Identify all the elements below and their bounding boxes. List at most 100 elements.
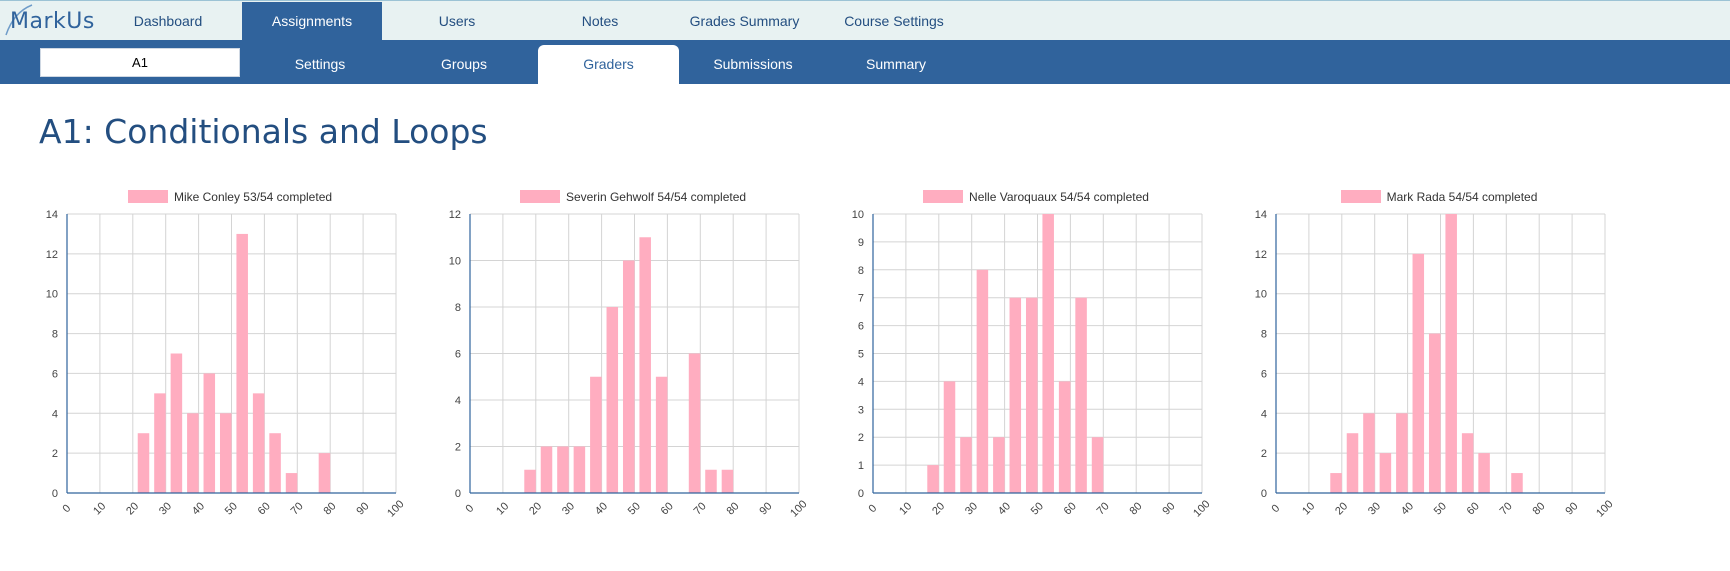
subtab-groups[interactable]: Groups (441, 56, 487, 72)
x-tick-label: 40 (190, 500, 207, 517)
y-tick-label: 10 (852, 209, 864, 221)
chart-legend[interactable]: Nelle Varoquaux 54/54 completed (836, 190, 1236, 204)
x-tick-label: 70 (1498, 500, 1515, 517)
y-tick-label: 1 (858, 460, 864, 472)
y-tick-label: 12 (449, 209, 461, 221)
chart-legend[interactable]: Mike Conley 53/54 completed (30, 190, 430, 204)
assignment-subnav: A1 Settings Groups Graders Submissions S… (0, 40, 1730, 84)
histogram-bar (318, 453, 331, 493)
histogram-bar (203, 373, 216, 493)
histogram-bar (1379, 453, 1392, 493)
subtab-settings[interactable]: Settings (294, 56, 346, 72)
chart-legend[interactable]: Severin Gehwolf 54/54 completed (433, 190, 833, 204)
histogram-bar (993, 437, 1005, 493)
tab-assignments[interactable]: Assignments (242, 2, 382, 41)
histogram-bar (540, 446, 553, 493)
tab-dashboard[interactable]: Dashboard (133, 13, 203, 29)
histogram-bar (187, 413, 199, 493)
tab-course-settings[interactable]: Course Settings (844, 13, 944, 29)
y-tick-label: 14 (46, 209, 58, 221)
histogram-bar (285, 473, 298, 493)
x-tick-label: 90 (757, 500, 774, 517)
histogram-bar (1396, 413, 1408, 493)
histogram-bar (1428, 333, 1441, 493)
y-tick-label: 0 (52, 488, 58, 500)
grader-chart-3: Nelle Varoquaux 54/54 completed 0 1 2 3 4 5 6 7… (836, 180, 1236, 540)
x-tick-label: 80 (725, 500, 742, 517)
histogram-bar (154, 393, 166, 493)
histogram-bar (622, 260, 635, 493)
y-tick-label: 0 (455, 488, 461, 500)
y-tick-label: 2 (1261, 448, 1267, 460)
histogram-bar (236, 233, 248, 493)
top-navigation: MarkUs Dashboard Assignments Users Notes… (0, 0, 1730, 41)
histogram-bar (524, 469, 536, 493)
histogram-bar (688, 353, 701, 493)
x-tick-label: 30 (1366, 500, 1383, 517)
x-tick-label: 0 (866, 502, 879, 515)
x-tick-label: 10 (494, 500, 511, 517)
assignment-select[interactable]: A1 (40, 48, 240, 77)
x-tick-label: 10 (91, 500, 108, 517)
histogram-bar (606, 307, 619, 493)
x-tick-label: 30 (560, 500, 577, 517)
histogram-bar (1511, 473, 1523, 493)
tab-users[interactable]: Users (438, 13, 476, 29)
histogram-bar (721, 469, 734, 493)
histogram-bar (943, 381, 956, 493)
logo-swoosh-icon (5, 4, 33, 36)
x-tick-label: 90 (354, 500, 371, 517)
legend-swatch (519, 190, 560, 203)
y-tick-label: 2 (858, 432, 864, 444)
y-tick-label: 10 (1255, 289, 1267, 301)
chart-plot: 0 2 4 6 8 10 12 0 10 20 30 40 50 60 70 80 90 100 (449, 209, 810, 520)
x-tick-label: 50 (223, 500, 240, 517)
y-tick-label: 2 (52, 448, 58, 460)
legend-label: Mark Rada 54/54 completed (1386, 190, 1538, 204)
histogram-bar (1009, 297, 1022, 493)
y-tick-label: 6 (52, 368, 58, 380)
grader-chart-1: Mike Conley 53/54 completed 0 2 4 6 8 10 12 14 0… (30, 180, 430, 540)
histogram-bar (1346, 433, 1359, 493)
tab-grades-summary[interactable]: Grades Summary (689, 13, 800, 29)
subtab-submissions[interactable]: Submissions (713, 56, 793, 72)
histogram-bar (252, 393, 265, 493)
chart-plot: 0 2 4 6 8 10 12 14 0 10 20 30 40 50 60 70 80 90 100 (46, 209, 407, 520)
markus-logo[interactable]: MarkUs (4, 3, 104, 39)
histogram-bar (1091, 437, 1104, 493)
y-tick-label: 4 (1261, 408, 1267, 420)
y-tick-label: 7 (858, 293, 864, 305)
x-tick-label: 70 (1095, 500, 1112, 517)
y-tick-label: 6 (455, 349, 461, 361)
chart-legend[interactable]: Mark Rada 54/54 completed (1239, 190, 1639, 204)
x-tick-label: 60 (659, 500, 676, 517)
subtab-summary[interactable]: Summary (866, 56, 926, 72)
x-tick-label: 80 (322, 500, 339, 517)
logo-text: MarkUs (10, 9, 95, 34)
y-tick-label: 9 (858, 237, 864, 249)
histogram-bar (1025, 297, 1038, 493)
x-tick-label: 90 (1563, 500, 1580, 517)
legend-swatch (923, 190, 964, 203)
histogram-bar (1330, 473, 1342, 493)
histogram-bar (1478, 453, 1490, 493)
legend-label: Nelle Varoquaux 54/54 completed (969, 190, 1149, 204)
y-tick-label: 4 (455, 395, 461, 407)
histogram-bar (976, 269, 989, 493)
histogram-bar (1445, 214, 1457, 493)
y-tick-label: 10 (449, 256, 461, 268)
y-tick-label: 14 (1255, 209, 1267, 221)
histogram-bar (269, 433, 281, 493)
y-tick-label: 2 (455, 442, 461, 454)
x-tick-label: 90 (1160, 500, 1177, 517)
x-tick-label: 20 (527, 500, 544, 517)
x-tick-label: 50 (1432, 500, 1449, 517)
subtab-graders[interactable]: Graders (538, 45, 679, 84)
histogram-bar (219, 413, 232, 493)
x-tick-label: 80 (1128, 500, 1145, 517)
x-tick-label: 100 (385, 498, 406, 519)
x-tick-label: 10 (1300, 500, 1317, 517)
tab-notes[interactable]: Notes (581, 13, 619, 29)
y-tick-label: 8 (52, 329, 58, 341)
histogram-bar (557, 446, 569, 493)
